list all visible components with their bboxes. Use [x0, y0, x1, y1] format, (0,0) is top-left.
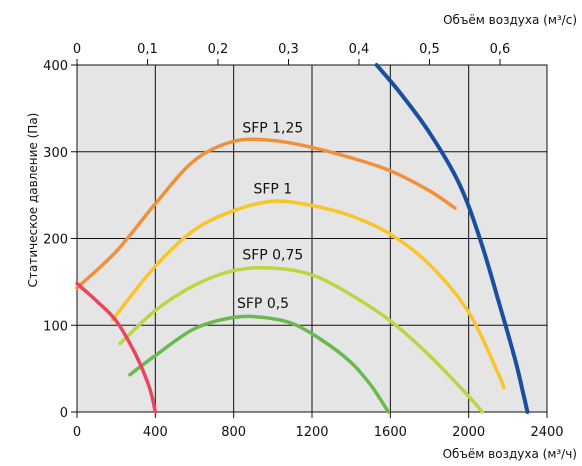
min-limit-curve — [75, 281, 158, 414]
label-sfp-0-5: SFP 0,5 — [237, 296, 289, 312]
y-tick-label: 300 — [43, 146, 68, 161]
x-tick-label: 800 — [221, 425, 246, 440]
label-sfp-1-25: SFP 1,25 — [242, 121, 303, 137]
y-tick-label: 400 — [43, 59, 68, 74]
x2-tick-label: 0,6 — [490, 42, 511, 57]
label-sfp-0-75: SFP 0,75 — [242, 247, 303, 263]
x2-tick-label: 0 — [73, 42, 81, 57]
sfp-1-25-curve — [75, 137, 457, 290]
y-tick-label: 0 — [60, 406, 68, 421]
x2-tick-label: 0,5 — [419, 42, 440, 57]
x2-tick-label: 0,1 — [137, 42, 158, 57]
x2-tick-label: 0,3 — [278, 42, 299, 57]
grid-lines — [71, 59, 548, 418]
y-tick-label: 200 — [43, 233, 68, 248]
y-axis-label: Статическое давление (Па) — [26, 113, 40, 288]
x-axis-label: Объём воздуха (м³/ч) — [443, 447, 577, 461]
x-tick-label: 1600 — [374, 425, 407, 440]
x2-tick-label: 0,4 — [349, 42, 370, 57]
x-tick-label: 400 — [143, 425, 168, 440]
tick-labels: 0 100 200 300 400 0 400 800 1200 1600 2000 2400 0 0,1… — [43, 42, 563, 440]
x2-tick-label: 0,2 — [208, 42, 229, 57]
x-tick-label: 1200 — [295, 425, 328, 440]
x-tick-label: 2000 — [452, 425, 485, 440]
sfp-1-curve — [110, 199, 506, 390]
curves — [75, 63, 530, 414]
label-sfp-1: SFP 1 — [253, 181, 292, 197]
x2-axis-label: Объём воздуха (м³/с) — [443, 13, 577, 27]
sfp-0-5-curve — [128, 314, 391, 414]
y-tick-label: 100 — [43, 319, 68, 334]
plot-border — [76, 64, 548, 413]
x-tick-label: 2400 — [530, 425, 563, 440]
x-tick-label: 0 — [73, 425, 81, 440]
sfp-0-75-curve — [118, 265, 485, 414]
fan-curve — [374, 63, 530, 414]
curve-labels: SFP 1,25 SFP 1 SFP 0,75 SFP 0,5 — [237, 121, 303, 312]
